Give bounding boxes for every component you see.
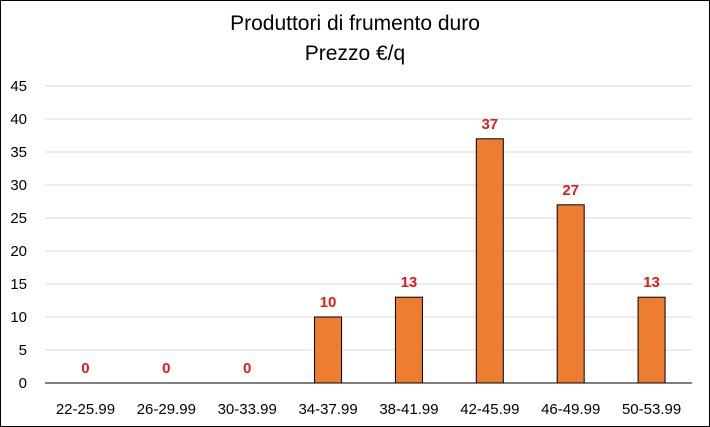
data-label: 0 xyxy=(81,360,89,377)
data-label: 0 xyxy=(243,360,251,377)
x-tick-label: 22-25.99 xyxy=(56,401,115,418)
x-tick-label: 26-29.99 xyxy=(137,401,196,418)
bar xyxy=(637,296,666,384)
y-tick-label: 35 xyxy=(10,144,27,161)
chart-title: Produttori di frumento duro xyxy=(230,12,480,35)
x-tick-label: 30-33.99 xyxy=(218,401,277,418)
x-tick-labels: 22-25.99 26-29.99 30-33.99 34-37.99 38-41.99… xyxy=(56,401,681,418)
y-tick-label: 0 xyxy=(19,375,27,392)
data-label: 37 xyxy=(481,116,498,133)
data-label: 0 xyxy=(162,360,170,377)
bars xyxy=(314,138,666,384)
y-tick-label: 5 xyxy=(19,342,27,359)
x-tick-label: 50-53.99 xyxy=(622,401,681,418)
gridlines xyxy=(45,85,692,351)
data-label: 10 xyxy=(320,294,337,311)
data-labels: 0 0 0 10 13 37 27 13 xyxy=(81,116,660,377)
x-tick-label: 34-37.99 xyxy=(298,401,357,418)
y-tick-label: 45 xyxy=(10,78,27,95)
chart-subtitle: Prezzo €/q xyxy=(304,42,406,65)
data-label: 27 xyxy=(562,182,579,199)
x-tick-label: 42-45.99 xyxy=(460,401,519,418)
bar xyxy=(314,316,343,384)
x-tick-label: 38-41.99 xyxy=(379,401,438,418)
y-tick-label: 30 xyxy=(10,177,27,194)
y-tick-label: 10 xyxy=(10,309,27,326)
x-tick-label: 46-49.99 xyxy=(541,401,600,418)
y-tick-label: 40 xyxy=(10,111,27,128)
data-label: 13 xyxy=(643,274,660,291)
bar xyxy=(556,204,585,384)
y-tick-label: 20 xyxy=(10,243,27,260)
y-tick-label: 25 xyxy=(10,210,27,227)
bar xyxy=(394,296,423,384)
bar xyxy=(475,138,504,384)
y-tick-labels: 0 5 10 15 20 25 30 35 40 45 xyxy=(10,78,27,392)
y-tick-label: 15 xyxy=(10,276,27,293)
data-label: 13 xyxy=(401,274,418,291)
